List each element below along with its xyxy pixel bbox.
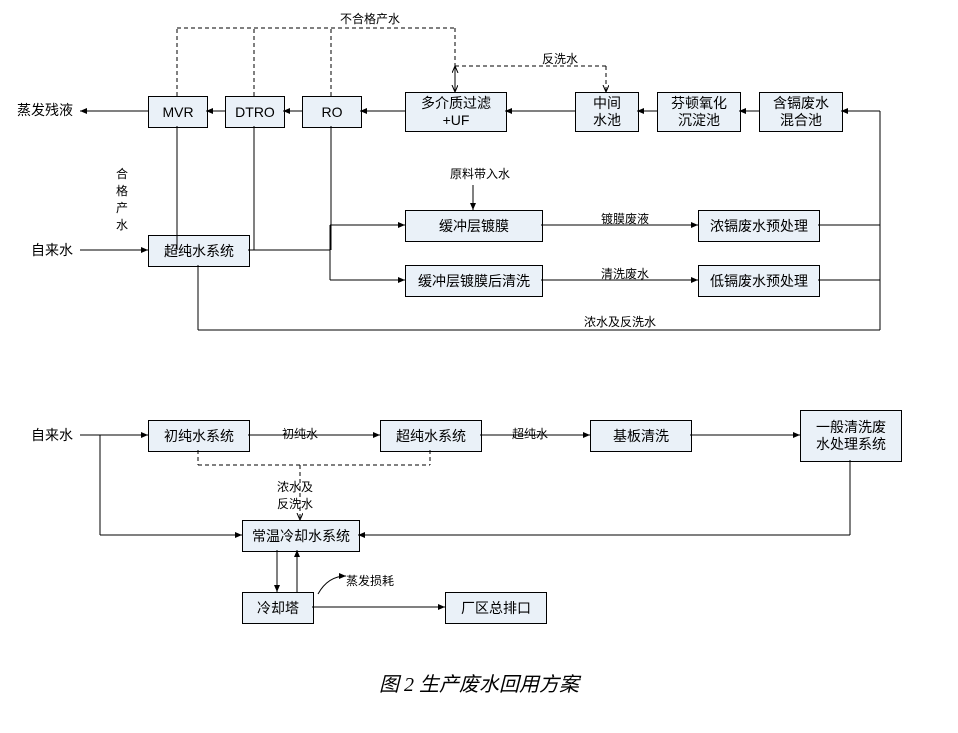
arrow-layer <box>10 10 948 723</box>
flowchart-canvas: MVRDTRORO多介质过滤 +UF中间 水池芬顿氧化 沉淀池含镉废水 混合池超… <box>10 10 948 723</box>
